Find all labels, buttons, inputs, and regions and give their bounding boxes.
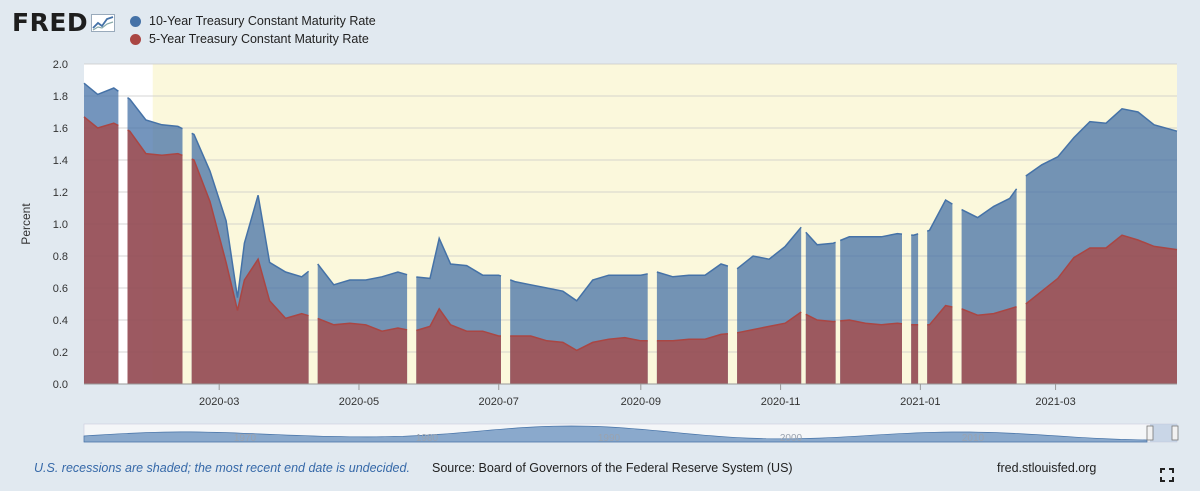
series-10-year-line: [127, 96, 183, 130]
series-5-year-area: [416, 308, 501, 384]
series-5-year-line: [127, 129, 183, 157]
series-5-year-area: [127, 130, 183, 384]
navigator-handle[interactable]: [1171, 425, 1179, 441]
series-5-year-line: [317, 317, 408, 332]
series-5-year-line: [1025, 234, 1178, 305]
series-5-year-area: [656, 333, 728, 384]
series-5-year-line: [83, 116, 119, 129]
series-5-year-line: [805, 313, 836, 323]
series-5-year-line: [510, 335, 648, 352]
expand-icon[interactable]: [1160, 468, 1174, 482]
treasury-rate-chart[interactable]: 0.0 0.2 0.4 0.6 0.8 1.0 1.2 1.4 1.6 1.8 2.0 Percent…: [0, 0, 1200, 455]
navigator-tick-label: 1980: [416, 433, 439, 444]
series-10-year-line: [416, 236, 502, 280]
series-5-year-line: [656, 332, 728, 342]
logo-text: FRED: [12, 8, 89, 37]
series-5-year-area: [317, 318, 408, 384]
site-link[interactable]: fred.stlouisfed.org: [997, 461, 1097, 475]
series-10-year-line: [83, 82, 119, 96]
navigator-window: [1150, 424, 1177, 442]
series-10-year-line: [839, 232, 903, 242]
navigator-tick-label: 2000: [780, 433, 803, 444]
series-5-year-area: [1025, 235, 1177, 384]
y-tick-label: 0.2: [53, 347, 68, 359]
series-10-year-line: [961, 188, 1018, 219]
x-tick-label: 2021-01: [900, 396, 940, 408]
navigator-handle[interactable]: [1146, 425, 1154, 441]
series-10-year-line: [926, 198, 953, 232]
x-tick-label: 2021-03: [1035, 396, 1075, 408]
series-5-year-area: [840, 320, 902, 384]
series-10-year-line: [509, 273, 648, 302]
legend-label-5y: 5-Year Treasury Constant Maturity Rate: [149, 32, 369, 46]
series-10-year-line: [1025, 107, 1178, 177]
legend-label-10y: 10-Year Treasury Constant Maturity Rate: [149, 14, 376, 28]
line-graph-icon: [91, 13, 116, 32]
series-5-year: [83, 116, 1178, 385]
legend-item-10y[interactable]: 10-Year Treasury Constant Maturity Rate: [130, 12, 376, 30]
series-5-year-area: [911, 324, 919, 384]
y-tick-label: 1.4: [53, 155, 68, 167]
x-tick-label: 2020-03: [199, 396, 239, 408]
series-10-year-line: [736, 226, 802, 270]
navigator-tick-label: 1990: [598, 433, 621, 444]
x-tick-label: 2020-07: [479, 396, 519, 408]
navigator-tick-label: 1970: [234, 433, 257, 444]
series-10-year-line: [317, 263, 408, 286]
series-10-year-line: [805, 231, 836, 246]
navigator-series: [83, 425, 1148, 443]
legend-swatch-10y: [130, 15, 141, 27]
y-tick-label: 0.8: [53, 251, 68, 263]
y-tick-label: 0.0: [53, 379, 68, 391]
recession-note: U.S. recessions are shaded; the most rec…: [34, 461, 410, 475]
y-tick-label: 1.2: [53, 187, 68, 199]
series-5-year-line: [927, 304, 953, 326]
series-5-year-line: [416, 307, 501, 337]
series-5-year-line: [736, 311, 802, 334]
navigator-tick-label: 2010: [962, 433, 985, 444]
series-5-year-area: [510, 336, 648, 384]
x-tick-label: 2020-05: [339, 396, 379, 408]
y-tick-label: 1.0: [53, 219, 68, 231]
legend-swatch-5y: [130, 33, 141, 45]
navigator[interactable]: 1970 1980 1990 2000 2010: [83, 423, 1179, 444]
legend: 10-Year Treasury Constant Maturity Rate …: [130, 12, 376, 48]
y-tick-label: 2.0: [53, 59, 68, 71]
y-tick-label: 1.6: [53, 123, 68, 135]
source-text: Source: Board of Governors of the Federa…: [432, 461, 793, 475]
series-5-year-line: [191, 158, 309, 320]
series-5-year-line: [961, 305, 1017, 316]
series-5-year-area: [84, 116, 119, 385]
series-10-year-line: [911, 233, 919, 236]
series-5-year-line: [840, 319, 903, 326]
x-tick-label: 2020-09: [621, 396, 661, 408]
series-5-year-area: [805, 314, 836, 384]
x-tick-label: 2020-11: [761, 396, 801, 408]
legend-item-5y[interactable]: 5-Year Treasury Constant Maturity Rate: [130, 30, 376, 48]
series-10-year-line: [656, 263, 729, 278]
y-axis-label: Percent: [19, 203, 33, 245]
series-10-year-line: [191, 132, 310, 298]
y-tick-label: 0.6: [53, 283, 68, 295]
series-5-year-area: [961, 306, 1017, 384]
fred-logo[interactable]: FRED: [12, 8, 116, 37]
y-tick-label: 1.8: [53, 91, 68, 103]
series-5-year-area: [927, 305, 953, 384]
y-tick-label: 0.4: [53, 315, 68, 327]
